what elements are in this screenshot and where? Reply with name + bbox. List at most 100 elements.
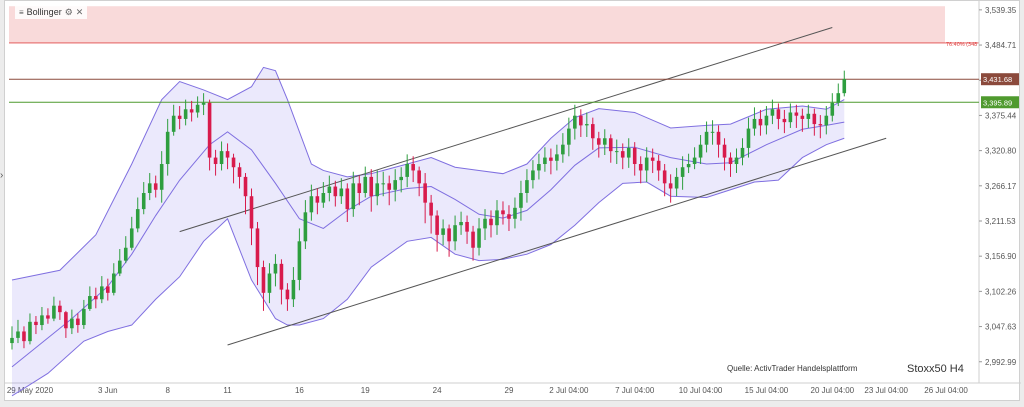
- price-chart[interactable]: 76.40% (3483,539.353,484.713,430.073,375…: [5, 1, 1021, 402]
- candle-body: [746, 128, 751, 148]
- x-tick-label: 2 Jul 04:00: [549, 386, 589, 395]
- bollinger-lower-band: [11, 137, 845, 397]
- candle-body: [602, 138, 607, 145]
- x-tick-label: 7 Jul 04:00: [615, 386, 655, 395]
- panel-collapse-icon[interactable]: ›: [0, 170, 4, 181]
- candle-body: [285, 289, 290, 300]
- candle-body: [46, 315, 50, 319]
- candle-body: [195, 104, 200, 113]
- indicator-name: Bollinger: [26, 7, 62, 17]
- candle-body: [243, 176, 248, 197]
- fib-level-label: 76.40% (348: [946, 42, 977, 48]
- candle-body: [614, 151, 619, 153]
- candle-body: [549, 157, 553, 161]
- candle-body: [117, 260, 122, 274]
- candle-body: [267, 273, 272, 293]
- candle-body: [650, 157, 655, 161]
- candle-body: [213, 157, 218, 165]
- candle-body: [531, 170, 535, 181]
- candle-body: [279, 263, 284, 290]
- candle-body: [135, 209, 140, 229]
- candle-body: [644, 157, 649, 171]
- candle-body: [321, 193, 326, 203]
- candle-body: [638, 164, 643, 171]
- candle-body: [806, 113, 811, 119]
- candle-body: [513, 207, 517, 219]
- y-tick-label: 3,320.80: [985, 147, 1017, 156]
- candle-body: [656, 160, 661, 171]
- candle-body: [537, 164, 541, 171]
- candle-body: [64, 312, 68, 329]
- support-price-tag: [981, 96, 1019, 109]
- candle-body: [261, 267, 266, 293]
- candle-body: [123, 247, 128, 261]
- candle-body: [477, 228, 481, 248]
- resistance-price-label: 3,431.68: [983, 75, 1012, 84]
- candle-body: [842, 79, 847, 94]
- candle-body: [758, 118, 763, 126]
- x-tick-label: 29 May 2020: [7, 386, 54, 395]
- candle-body: [34, 321, 38, 326]
- candle-body: [740, 147, 745, 158]
- candle-body: [363, 176, 368, 193]
- indicator-close-icon[interactable]: ✕: [75, 6, 84, 17]
- y-tick-label: 3,539.35: [985, 6, 1017, 15]
- candle-body: [680, 167, 685, 177]
- candle-body: [339, 188, 344, 197]
- candle-body: [40, 315, 44, 326]
- candle-body: [591, 124, 595, 139]
- candle-body: [728, 157, 733, 165]
- candle-body: [417, 170, 421, 184]
- candle-body: [177, 115, 182, 119]
- candle-body: [147, 183, 152, 193]
- candle-body: [543, 157, 547, 165]
- source-note: Quelle: ActivTrader Handelsplattform: [727, 364, 858, 373]
- candle-body: [800, 115, 805, 119]
- candle-body: [459, 221, 463, 226]
- y-tick-label: 3,156.90: [985, 252, 1017, 261]
- candle-body: [447, 228, 451, 242]
- candle-body: [219, 151, 224, 165]
- candle-body: [273, 263, 278, 274]
- candle-body: [818, 124, 823, 126]
- candle-body: [752, 118, 757, 129]
- candle-body: [183, 109, 188, 119]
- candle-body: [405, 164, 409, 177]
- candle-body: [369, 176, 374, 197]
- candle-body: [596, 138, 601, 145]
- candle-body: [698, 144, 703, 158]
- candle-body: [435, 215, 439, 235]
- bollinger-band-fill: [11, 67, 845, 396]
- candle-body: [357, 183, 362, 193]
- indicator-settings-icon[interactable]: ⚙: [64, 6, 73, 17]
- candle-body: [327, 186, 332, 193]
- chart-panel[interactable]: 76.40% (3483,539.353,484.713,430.073,375…: [4, 0, 1021, 402]
- x-tick-label: 23 Jul 04:00: [864, 386, 908, 395]
- candle-body: [794, 112, 799, 116]
- candle-body: [141, 193, 146, 210]
- candle-body: [231, 157, 236, 168]
- y-tick-label: 3,266.17: [985, 182, 1017, 191]
- resistance-price-tag: [981, 73, 1019, 86]
- candle-body: [58, 305, 62, 313]
- indicator-legend[interactable]: ≡ Bollinger ⚙ ✕: [15, 5, 88, 19]
- x-tick-label: 19: [361, 386, 370, 395]
- candle-body: [471, 231, 475, 248]
- candle-body: [608, 138, 613, 152]
- candle-body: [333, 186, 338, 197]
- candle-body: [519, 193, 523, 208]
- candle-body: [201, 102, 206, 105]
- candle-body: [770, 109, 775, 116]
- candle-body: [423, 183, 427, 203]
- candle-body: [674, 176, 679, 189]
- candle-body: [626, 147, 631, 158]
- candle-body: [171, 115, 176, 132]
- candle-body: [662, 170, 667, 184]
- candle-body: [291, 279, 296, 300]
- candle-body: [10, 337, 14, 344]
- x-tick-label: 11: [223, 386, 232, 395]
- y-tick-label: 3,484.71: [985, 41, 1017, 50]
- candle-body: [668, 183, 673, 189]
- x-tick-label: 10 Jul 04:00: [679, 386, 723, 395]
- candle-body: [764, 115, 769, 126]
